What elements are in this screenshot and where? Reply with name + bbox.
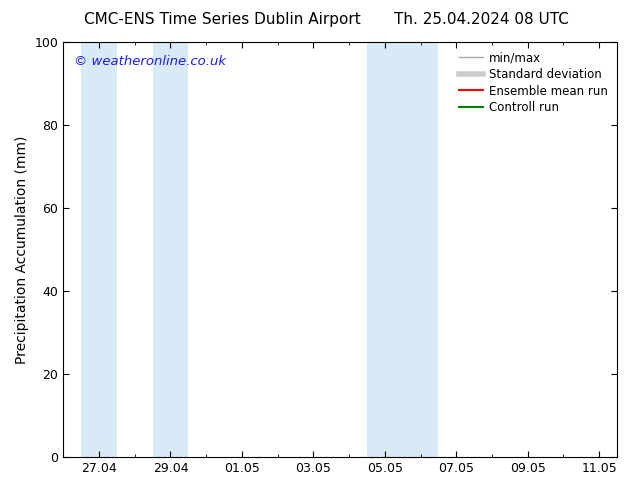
- Text: © weatheronline.co.uk: © weatheronline.co.uk: [74, 54, 226, 68]
- Y-axis label: Precipitation Accumulation (mm): Precipitation Accumulation (mm): [15, 135, 29, 364]
- Bar: [81, 42, 117, 457]
- Text: CMC-ENS Time Series Dublin Airport: CMC-ENS Time Series Dublin Airport: [84, 12, 360, 27]
- Text: Th. 25.04.2024 08 UTC: Th. 25.04.2024 08 UTC: [394, 12, 569, 27]
- Bar: [153, 42, 188, 457]
- Legend: min/max, Standard deviation, Ensemble mean run, Controll run: min/max, Standard deviation, Ensemble me…: [456, 48, 611, 118]
- Bar: [403, 42, 438, 457]
- Bar: [367, 42, 403, 457]
